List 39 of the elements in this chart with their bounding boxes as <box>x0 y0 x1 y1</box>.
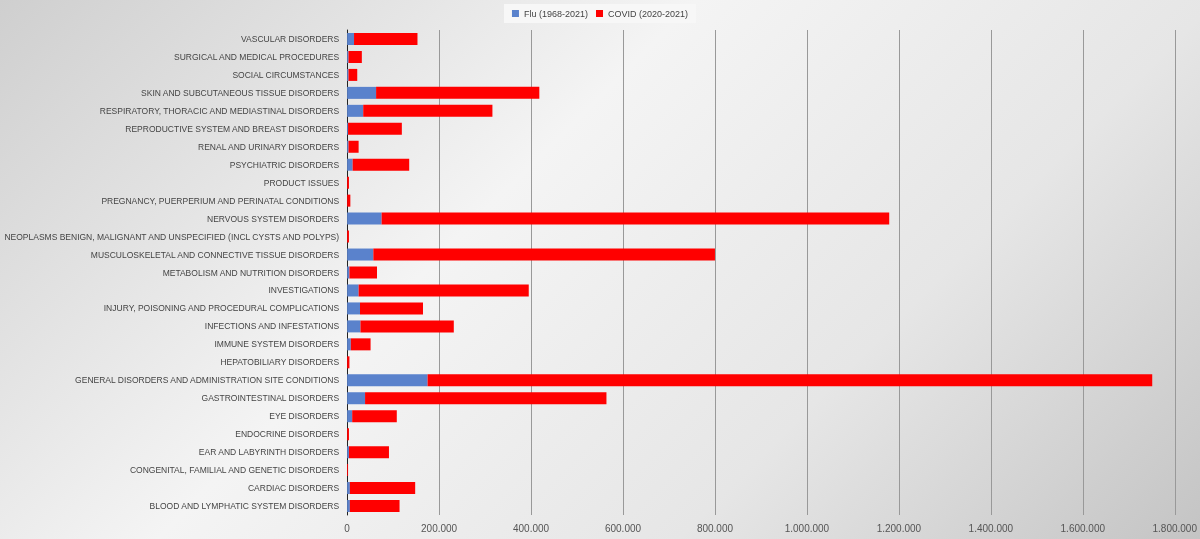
y-tick-label: INJURY, POISONING AND PROCEDURAL COMPLICATIONS <box>103 303 340 314</box>
y-tick-label: METABOLISM AND NUTRITION DISORDERS <box>162 267 340 278</box>
y-tick-label: MUSCULOSKELETAL AND CONNECTIVE TISSUE DISORDERS <box>90 249 340 260</box>
y-tick-label: BLOOD AND LYMPHATIC SYSTEM DISORDERS <box>149 501 340 512</box>
y-tick-label: EAR AND LABYRINTH DISORDERS <box>198 447 340 458</box>
x-tick-label: 400.000 <box>512 522 550 534</box>
y-tick-label: NERVOUS SYSTEM DISORDERS <box>207 213 340 224</box>
x-tick-label: 1.400.000 <box>968 522 1014 534</box>
y-tick-label: IMMUNE SYSTEM DISORDERS <box>214 339 340 350</box>
y-tick-label: INVESTIGATIONS <box>268 285 340 296</box>
legend-label: Flu (1968-2021) <box>523 8 589 19</box>
x-tick-label: 0 <box>344 522 351 534</box>
y-tick-label: SURGICAL AND MEDICAL PROCEDURES <box>173 51 340 62</box>
x-tick-label: 1.800.000 <box>1152 522 1198 534</box>
y-tick-label: HEPATOBILIARY DISORDERS <box>220 357 340 368</box>
y-tick-label: RENAL AND URINARY DISORDERS <box>198 141 340 152</box>
x-tick-label: 1.000.000 <box>784 522 830 534</box>
y-tick-label: RESPIRATORY, THORACIC AND MEDIASTINAL DISORDERS <box>99 105 340 116</box>
x-tick-label: 800.000 <box>696 522 734 534</box>
y-tick-label: ENDOCRINE DISORDERS <box>235 429 340 440</box>
y-tick-label: GASTROINTESTINAL DISORDERS <box>201 393 340 404</box>
y-tick-label: NEOPLASMS BENIGN, MALIGNANT AND UNSPECIFIED (INCL CYSTS AND POLYPS) <box>4 231 340 242</box>
x-tick-label: 1.200.000 <box>876 522 922 534</box>
y-tick-label: CONGENITAL, FAMILIAL AND GENETIC DISORDERS <box>129 465 340 476</box>
y-tick-label: PSYCHIATRIC DISORDERS <box>229 159 340 170</box>
y-tick-label: PREGNANCY, PUERPERIUM AND PERINATAL CONDITIONS <box>101 195 340 206</box>
y-tick-label: GENERAL DISORDERS AND ADMINISTRATION SITE CONDITIONS <box>75 375 340 386</box>
y-tick-label: CARDIAC DISORDERS <box>247 483 340 494</box>
y-tick-label: INFECTIONS AND INFESTATIONS <box>204 321 340 332</box>
y-tick-label: VASCULAR DISORDERS <box>241 33 340 44</box>
y-tick-label: SOCIAL CIRCUMSTANCES <box>232 69 340 80</box>
x-tick-label: 200.000 <box>421 522 458 534</box>
y-tick-label: EYE DISORDERS <box>269 411 340 422</box>
y-tick-label: SKIN AND SUBCUTANEOUS TISSUE DISORDERS <box>141 87 340 98</box>
y-tick-label: PRODUCT ISSUES <box>263 177 340 188</box>
y-tick-label: REPRODUCTIVE SYSTEM AND BREAST DISORDERS <box>125 123 340 134</box>
legend-label: COVID (2020-2021) <box>608 8 689 19</box>
x-tick-label: 1.600.000 <box>1060 522 1106 534</box>
x-tick-label: 600.000 <box>604 522 642 534</box>
